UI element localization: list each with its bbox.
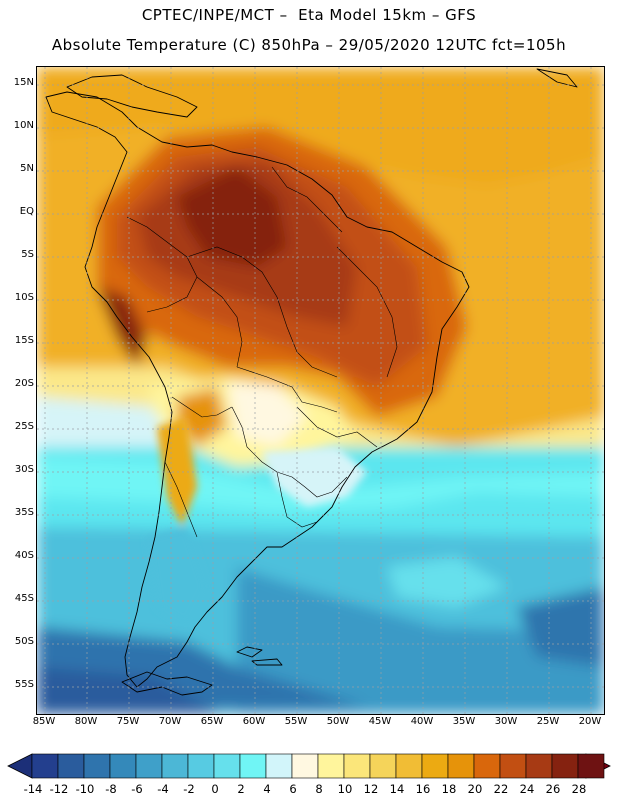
country-borders xyxy=(126,166,398,538)
lat-label-10s: 10S xyxy=(14,292,34,303)
map-svg xyxy=(37,67,604,714)
colorbar-label: -2 xyxy=(183,782,195,796)
lat-label-50s: 50S xyxy=(14,636,34,647)
lat-label-40s: 40S xyxy=(14,550,34,561)
colorbar-label: 10 xyxy=(337,782,353,796)
lon-label-50w: 50W xyxy=(326,716,350,727)
lat-label-25s: 25S xyxy=(14,421,34,432)
lon-label-20w: 20W xyxy=(578,716,602,727)
colorbar-bin xyxy=(343,753,371,779)
colorbar-bin xyxy=(551,753,579,779)
colorbar-label: -6 xyxy=(131,782,143,796)
title-line-2: Absolute Temperature (C) 850hPa – 29/05/… xyxy=(51,36,567,54)
lon-label-70w: 70W xyxy=(158,716,182,727)
colorbar-bin xyxy=(499,753,527,779)
lat-label-5s: 5S xyxy=(21,249,34,260)
lon-label-40w: 40W xyxy=(410,716,434,727)
colorbar-bin xyxy=(161,753,189,779)
colorbar-bin xyxy=(473,753,501,779)
temperature-map xyxy=(36,66,605,715)
lat-label-55s: 55S xyxy=(14,679,34,690)
colorbar-label: 8 xyxy=(315,782,323,796)
lat-label-35s: 35S xyxy=(14,507,34,518)
colorbar-bin xyxy=(265,753,293,779)
colorbar-bin xyxy=(525,753,553,779)
lat-label-5n: 5N xyxy=(20,163,34,174)
colorbar-min-arrow xyxy=(7,753,33,779)
lat-label-10n: 10N xyxy=(13,120,34,131)
lon-label-75w: 75W xyxy=(116,716,140,727)
colorbar-label: 6 xyxy=(289,782,297,796)
colorbar-label: -4 xyxy=(157,782,169,796)
colorbar-bin xyxy=(395,753,423,779)
coastlines xyxy=(45,68,578,696)
lat-label-20s: 20S xyxy=(14,378,34,389)
lat-label-15n: 15N xyxy=(13,77,34,88)
lon-label-85w: 85W xyxy=(32,716,56,727)
lon-label-60w: 60W xyxy=(242,716,266,727)
colorbar-label: 24 xyxy=(519,782,535,796)
colorbar-bin xyxy=(421,753,449,779)
colorbar-bin xyxy=(187,753,215,779)
colorbar-label: 28 xyxy=(571,782,587,796)
lat-label-30s: 30S xyxy=(14,464,34,475)
colorbar-label: 4 xyxy=(263,782,271,796)
colorbar-bin xyxy=(447,753,475,779)
lon-label-55w: 55W xyxy=(284,716,308,727)
colorbar-label: -8 xyxy=(105,782,117,796)
temperature-field xyxy=(37,67,604,714)
colorbar-bin xyxy=(369,753,397,779)
colorbar-label: -14 xyxy=(23,782,43,796)
colorbar-label: 20 xyxy=(467,782,483,796)
colorbar-label: 2 xyxy=(237,782,245,796)
colorbar-bin xyxy=(239,753,267,779)
lat-label-eq: EQ xyxy=(19,206,34,217)
lon-label-45w: 45W xyxy=(368,716,392,727)
colorbar-label: 0 xyxy=(211,782,219,796)
colorbar-label: -10 xyxy=(75,782,95,796)
colorbar-bin xyxy=(57,753,85,779)
colorbar-bin xyxy=(31,753,59,779)
colorbar-label: 14 xyxy=(389,782,405,796)
colorbar-bin xyxy=(213,753,241,779)
colorbar-bin xyxy=(291,753,319,779)
colorbar-label: -12 xyxy=(49,782,69,796)
colorbar-label: 26 xyxy=(545,782,561,796)
colorbar xyxy=(7,753,611,779)
lon-label-25w: 25W xyxy=(536,716,560,727)
title-line-1: CPTEC/INPE/MCT – Eta Model 15km – GFS xyxy=(141,6,477,24)
lon-label-30w: 30W xyxy=(494,716,518,727)
colorbar-label: 16 xyxy=(415,782,431,796)
lon-label-80w: 80W xyxy=(74,716,98,727)
lat-label-45s: 45S xyxy=(14,593,34,604)
colorbar-bin xyxy=(135,753,163,779)
lon-label-65w: 65W xyxy=(200,716,224,727)
lat-label-15s: 15S xyxy=(14,335,34,346)
colorbar-bin xyxy=(577,753,605,779)
colorbar-bin xyxy=(83,753,111,779)
colorbar-bin xyxy=(317,753,345,779)
colorbar-bin xyxy=(109,753,137,779)
colorbar-bins xyxy=(31,753,605,779)
lon-label-35w: 35W xyxy=(452,716,476,727)
colorbar-label: 18 xyxy=(441,782,457,796)
colorbar-label: 12 xyxy=(363,782,379,796)
colorbar-label: 22 xyxy=(493,782,509,796)
